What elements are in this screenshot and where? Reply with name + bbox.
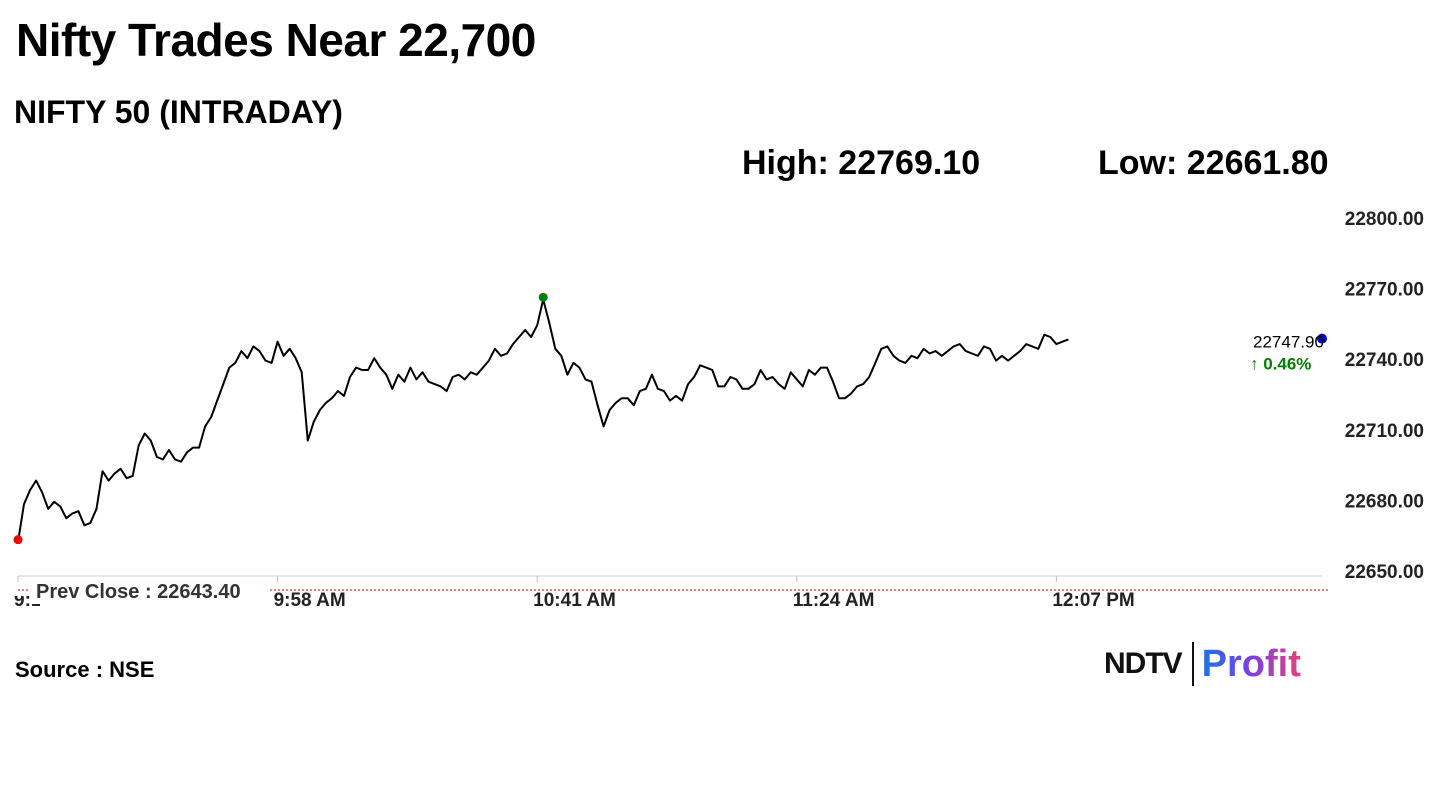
last-price-label: 22747.90 xyxy=(1253,333,1324,352)
y-tick-label: 22740.00 xyxy=(1345,350,1424,371)
prev-close-label: Prev Close : 22643.40 xyxy=(36,581,241,603)
x-tick-label: 12:07 PM xyxy=(1052,590,1134,611)
day-low-marker xyxy=(13,535,23,545)
x-tick-label: 9:58 AM xyxy=(274,590,346,611)
logo-divider xyxy=(1191,642,1194,686)
logo-profit: Profit xyxy=(1201,642,1301,685)
last-price-marker xyxy=(1317,333,1327,344)
y-tick-label: 22650.00 xyxy=(1345,562,1424,583)
x-tick-label: 11:24 AM xyxy=(793,590,875,611)
y-tick-label: 22680.00 xyxy=(1345,491,1424,512)
low-value: Low: 22661.80 xyxy=(1098,144,1329,182)
day-high-marker xyxy=(538,292,548,302)
y-tick-label: 22770.00 xyxy=(1345,280,1424,301)
headline: Nifty Trades Near 22,700 xyxy=(16,14,536,66)
price-line xyxy=(17,298,1069,542)
change-label: ↑ 0.46% xyxy=(1250,355,1311,374)
logo-ndtv: NDTV xyxy=(1104,647,1183,680)
x-tick-label: 10:41 AM xyxy=(533,590,616,611)
high-value: High: 22769.10 xyxy=(742,144,981,182)
y-tick-label: 22710.00 xyxy=(1345,421,1424,442)
source-label: Source : NSE xyxy=(15,657,155,682)
prev-close-label-bg xyxy=(30,578,270,604)
ndtv-profit-logo: NDTV Profit xyxy=(1104,640,1301,688)
intraday-chart: 22800.00 22770.00 22740.00 22710.00 22680.00… xyxy=(13,209,1424,611)
chart-subtitle: NIFTY 50 (INTRADAY) xyxy=(14,94,343,130)
y-tick-label: 22800.00 xyxy=(1345,209,1424,230)
